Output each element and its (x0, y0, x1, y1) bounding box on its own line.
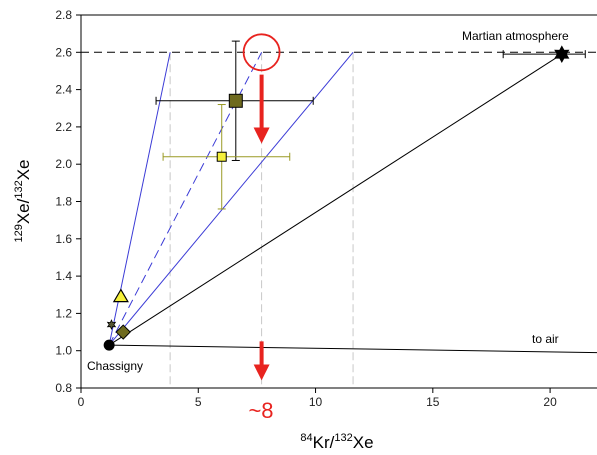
y-tick-label-1.4: 1.4 (55, 269, 72, 283)
y-tick-label-0.8: 0.8 (55, 381, 72, 395)
x-axis-title-tail: Xe (353, 433, 374, 452)
line-to-air (109, 344, 597, 354)
y-axis-title-sup2: 132 (13, 180, 25, 198)
y-tick-label-1.8: 1.8 (55, 195, 72, 209)
annotations-layer: Martian atmosphere to air Chassigny ~8 (87, 29, 569, 423)
x-axis-title-sup2: 132 (334, 432, 352, 444)
y-tick-label-2.2: 2.2 (55, 120, 72, 134)
svg-text:129Xe/132Xe: 129Xe/132Xe (13, 159, 33, 242)
x-axis-title-sup1: 84 (300, 432, 312, 444)
x-axis-title: 84Kr/132Xe (300, 432, 373, 452)
x-tick-label-5: 5 (195, 395, 202, 409)
point-square-small (216, 151, 227, 162)
points-layer (103, 33, 570, 381)
y-tick-label-1.0: 1.0 (55, 344, 72, 358)
annotation-approx: ~8 (248, 398, 273, 423)
y-axis-title: 129Xe/132Xe (13, 159, 33, 242)
x-tick-label-0: 0 (78, 395, 85, 409)
y-tick-label-1.6: 1.6 (55, 232, 72, 246)
point-small-star (106, 319, 117, 331)
highlight-circle (242, 33, 281, 72)
x-tick-label-15: 15 (426, 395, 440, 409)
annotation-chassigny: Chassigny (87, 359, 143, 373)
y-tick-label-2.4: 2.4 (55, 83, 72, 97)
y-axis-title-mid: Xe/ (14, 198, 33, 224)
x-tick-label-20: 20 (543, 395, 557, 409)
tick-labels-layer: 0 5 10 15 20 0.8 1.0 1.2 1.4 1.6 1.8 2.0 2.2 2.4 2.6 2.… (55, 8, 557, 409)
x-tick-label-10: 10 (309, 395, 323, 409)
annotation-mars: Martian atmosphere (462, 29, 569, 43)
x-axis-title-base: Kr/ (313, 433, 335, 452)
y-tick-label-2.6: 2.6 (55, 45, 72, 59)
annotation-air: to air (532, 332, 559, 346)
plot-area (81, 15, 597, 388)
y-axis-title-tail: Xe (14, 159, 33, 180)
axes-layer (76, 14, 597, 393)
point-chassigny (103, 339, 115, 351)
y-tick-label-2.8: 2.8 (55, 8, 72, 22)
point-square-large (228, 93, 243, 108)
line-mixing-to-mars (108, 53, 563, 346)
y-tick-label-2.0: 2.0 (55, 157, 72, 171)
y-tick-label-1.2: 1.2 (55, 306, 72, 320)
y-axis-title-sup1: 129 (13, 224, 25, 242)
svg-text:84Kr/132Xe: 84Kr/132Xe (300, 432, 373, 452)
point-mars-atmosphere (554, 45, 570, 64)
point-triangle (112, 288, 129, 303)
point-diamond (115, 324, 131, 340)
